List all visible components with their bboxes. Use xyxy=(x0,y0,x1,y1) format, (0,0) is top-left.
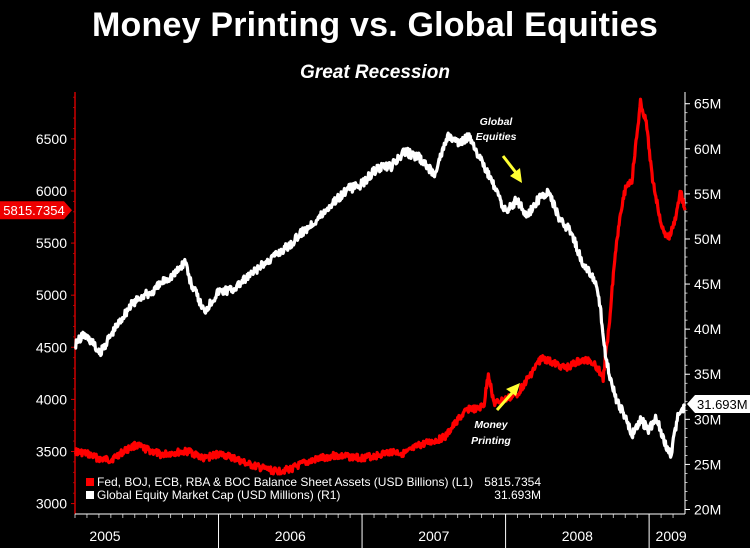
legend-label: Global Equity Market Cap (USD Millions) … xyxy=(97,488,340,502)
legend-swatch xyxy=(86,478,94,486)
x-tick-label: 2006 xyxy=(275,528,306,544)
legend-label: Fed, BOJ, ECB, RBA & BOC Balance Sheet A… xyxy=(97,475,473,489)
annotation-money-printing-line2: Printing xyxy=(471,435,511,447)
right-tick-label: 20M xyxy=(694,501,721,517)
chart-subtitle: Great Recession xyxy=(300,62,450,83)
right-tick-label: 40M xyxy=(694,321,721,337)
left-tick-label: 4500 xyxy=(36,339,67,355)
series-line-global-equity xyxy=(74,131,687,459)
last-value-box-right xyxy=(687,395,750,414)
left-tick-label: 6500 xyxy=(36,131,67,147)
right-tick-label: 25M xyxy=(694,456,721,472)
left-tick-label: 4000 xyxy=(36,391,67,407)
annotation-arrowhead-equities xyxy=(510,168,522,183)
last-value-label-right: 31.693M xyxy=(697,397,748,412)
plot-area xyxy=(74,97,687,476)
left-tick-label: 6000 xyxy=(36,183,67,199)
chart-frame xyxy=(74,92,686,515)
chart-title: Money Printing vs. Global Equities xyxy=(92,6,658,44)
x-tick-label: 2008 xyxy=(562,528,593,544)
left-tick-label: 3500 xyxy=(36,443,67,459)
right-tick-label: 45M xyxy=(694,276,721,292)
legend: Fed, BOJ, ECB, RBA & BOC Balance Sheet A… xyxy=(86,475,541,502)
x-axis: 2005 2006 2007 2008 2009 xyxy=(74,514,687,548)
annotation-global-equities: Global xyxy=(480,116,514,128)
annotations: Global Equities Money Printing xyxy=(471,116,522,447)
right-tick-label: 65M xyxy=(694,96,721,112)
legend-swatch xyxy=(86,491,94,499)
legend-value: 5815.7354 xyxy=(484,475,541,489)
left-tick-label: 5000 xyxy=(36,287,67,303)
x-tick-label: 2009 xyxy=(656,528,687,544)
last-value-label-left: 5815.7354 xyxy=(3,203,64,218)
annotation-arrow-equities xyxy=(501,155,519,175)
legend-value: 31.693M xyxy=(494,488,541,502)
last-value-labels: 5815.7354 31.693M xyxy=(0,201,750,414)
annotation-arrow-printing xyxy=(495,392,514,411)
x-tick-label: 2007 xyxy=(418,528,449,544)
right-tick-label: 60M xyxy=(694,141,721,157)
annotation-money-printing: Money xyxy=(474,419,508,431)
last-value-box-left xyxy=(0,201,72,220)
right-axis: 20M 25M 30M 35M 40M 45M 50M 55M 60M 65M xyxy=(685,96,721,517)
right-tick-label: 30M xyxy=(694,411,721,427)
left-axis: 3000 3500 4000 4500 5000 5500 6000 6500 xyxy=(36,96,75,512)
right-tick-label: 35M xyxy=(694,366,721,382)
annotation-global-equities-line2: Equities xyxy=(476,131,517,143)
right-tick-label: 55M xyxy=(694,186,721,202)
left-tick-label: 3000 xyxy=(36,496,67,512)
left-tick-label: 5500 xyxy=(36,235,67,251)
series-line-balance-sheet xyxy=(74,97,687,476)
right-tick-label: 50M xyxy=(694,231,721,247)
annotation-arrowhead-printing xyxy=(506,383,520,396)
x-tick-label: 2005 xyxy=(89,528,120,544)
